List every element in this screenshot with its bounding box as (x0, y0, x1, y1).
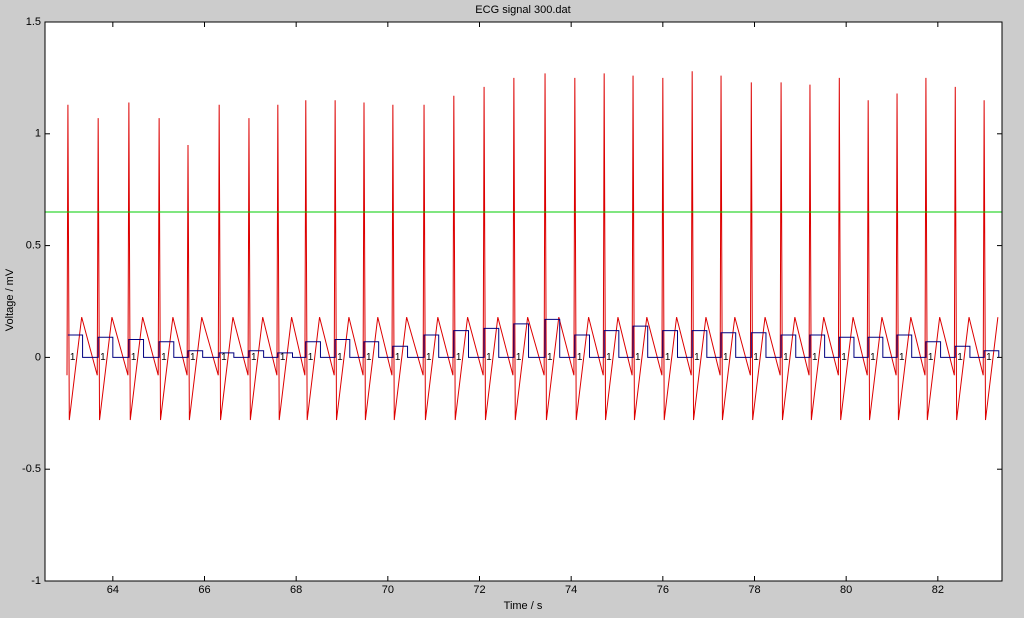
x-tick-label: 76 (657, 584, 669, 596)
peak-label: 1 (366, 352, 372, 363)
peak-label: 1 (577, 352, 583, 363)
y-tick-label: 1.5 (26, 16, 41, 28)
x-tick-label: 72 (473, 584, 485, 596)
peak-label: 1 (753, 352, 759, 363)
x-tick-label: 80 (840, 584, 852, 596)
y-tick-label: 0.5 (26, 240, 41, 252)
peak-label: 1 (841, 352, 847, 363)
peak-label: 1 (395, 352, 401, 363)
x-tick-label: 66 (198, 584, 210, 596)
x-tick-label: 70 (382, 584, 394, 596)
peak-label: 1 (899, 352, 905, 363)
peak-label: 1 (308, 352, 314, 363)
peak-label: 1 (337, 352, 343, 363)
peak-label: 1 (486, 352, 492, 363)
series-line (66, 71, 999, 421)
x-axis-label: Time / s (504, 600, 543, 612)
peak-label: 1 (870, 352, 876, 363)
peak-label: 1 (547, 352, 553, 363)
x-tick-label: 82 (932, 584, 944, 596)
y-tick-label: 0 (35, 351, 41, 363)
x-tick-label: 68 (290, 584, 302, 596)
peak-label: 1 (516, 352, 522, 363)
chart-title: ECG signal 300.dat (475, 4, 570, 16)
x-tick-label: 78 (748, 584, 760, 596)
peak-label: 1 (190, 352, 196, 363)
peak-label: 1 (70, 352, 76, 363)
peak-label: 1 (783, 352, 789, 363)
peak-label: 1 (456, 352, 462, 363)
peak-label: 1 (221, 352, 227, 363)
peak-label: 1 (635, 352, 641, 363)
plot-frame (44, 21, 1003, 582)
y-tick-label: -1 (31, 575, 41, 587)
peak-label: 1 (131, 352, 137, 363)
plot-area: 1 1 1 1 1 1 1 1 1 1 1 1 1 1 1 1 1 1 1 1 1 1 1 1 1 1 1 1 1 1 1 1 (45, 71, 1002, 421)
peak-label: 1 (665, 352, 671, 363)
x-tick-label: 64 (107, 584, 119, 596)
peak-label: 1 (161, 352, 167, 363)
peak-label: 1 (606, 352, 612, 363)
peak-label: 1 (100, 352, 106, 363)
peak-label: 1 (251, 352, 257, 363)
series-line (67, 318, 1000, 358)
peak-label: 1 (426, 352, 432, 363)
y-tick-label: -0.5 (22, 463, 41, 475)
x-tick-label: 74 (565, 584, 577, 596)
peak-label: 1 (928, 352, 934, 363)
y-tick-label: 1 (35, 128, 41, 140)
peak-label: 1 (723, 352, 729, 363)
y-axis-label: Voltage / mV (4, 268, 16, 331)
peak-label: 1 (986, 352, 992, 363)
peak-label: 1 (957, 352, 963, 363)
peak-label: 1 (280, 352, 286, 363)
plot-background (45, 22, 1002, 581)
peak-label: 1 (812, 352, 818, 363)
peak-label: 1 (694, 352, 700, 363)
